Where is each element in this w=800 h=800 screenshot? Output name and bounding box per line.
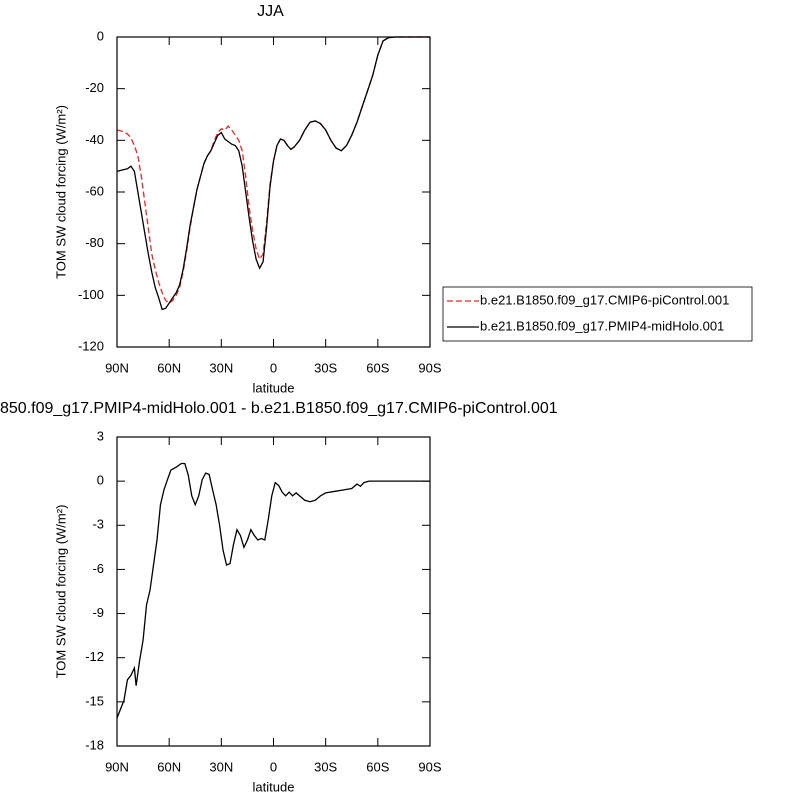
data-line (116, 462, 430, 719)
y-tick-label: -60 (85, 183, 104, 198)
x-tick-label: 60S (366, 360, 389, 375)
chart-title: 850.f09_g17.PMIP4-midHolo.001 - b.e21.B1… (0, 400, 558, 417)
y-tick-label: -12 (85, 649, 104, 664)
chart-title: JJA (257, 3, 284, 20)
x-axis-label: latitude (253, 779, 295, 794)
x-tick-label: 0 (270, 360, 277, 375)
legend-box (442, 286, 753, 342)
y-tick-label: -40 (85, 132, 104, 147)
y-tick-label: -120 (78, 338, 104, 353)
data-line (116, 36, 430, 304)
y-tick-label: 0 (97, 28, 104, 43)
x-tick-label: 90S (418, 759, 441, 774)
x-tick-label: 0 (270, 759, 277, 774)
y-tick-label: -15 (85, 693, 104, 708)
y-tick-label: -18 (85, 737, 104, 752)
x-tick-label: 30S (314, 360, 337, 375)
x-tick-label: 90N (105, 360, 129, 375)
x-tick-label: 90N (105, 759, 129, 774)
plot-frame (116, 436, 431, 747)
y-tick-label: -9 (92, 605, 104, 620)
x-tick-label: 60N (157, 759, 181, 774)
x-tick-label: 30S (314, 759, 337, 774)
x-tick-label: 30N (209, 759, 233, 774)
legend-label: b.e21.B1850.f09_g17.CMIP6-piControl.001 (480, 292, 729, 307)
y-tick-label: -80 (85, 235, 104, 250)
y-axis-label: TOM SW cloud forcing (W/m²) (53, 505, 68, 679)
y-tick-label: -3 (92, 517, 104, 532)
y-tick-label: 0 (97, 473, 104, 488)
plot-frame (116, 36, 431, 348)
y-axis-label: TOM SW cloud forcing (W/m²) (53, 105, 68, 279)
data-line (116, 36, 430, 311)
x-tick-label: 30N (209, 360, 233, 375)
y-tick-label: -100 (78, 287, 104, 302)
legend-label: b.e21.B1850.f09_g17.PMIP4-midHolo.001 (480, 318, 724, 333)
x-tick-label: 60S (366, 759, 389, 774)
x-tick-label: 90S (418, 360, 441, 375)
y-tick-label: -6 (92, 561, 104, 576)
y-tick-label: -20 (85, 80, 104, 95)
x-tick-label: 60N (157, 360, 181, 375)
x-axis-label: latitude (253, 380, 295, 395)
y-tick-label: 3 (97, 428, 104, 443)
